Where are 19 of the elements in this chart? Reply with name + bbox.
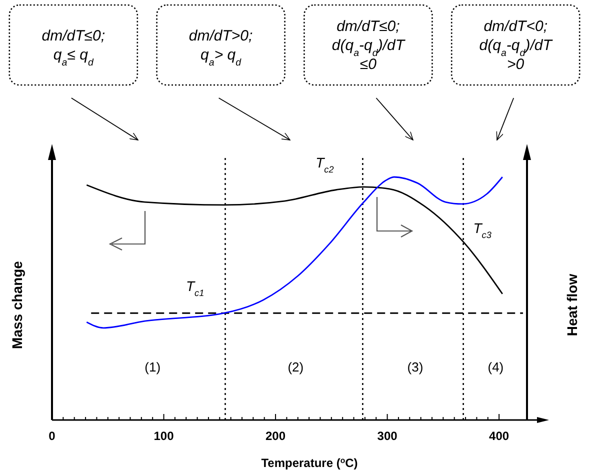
annotation: (4) — [488, 359, 504, 374]
annotation: T$_{c3}$ — [473, 220, 492, 240]
annotation: T$_{c1}$ — [186, 278, 204, 298]
x-axis-title: Temperature ($^{o}$C) — [261, 456, 358, 470]
text: dm/dT≤0; q$_{a}$≤ q$_{d}$ — [42, 28, 106, 68]
annotation: (2) — [288, 359, 304, 374]
x-tick-label: 0 — [48, 429, 56, 443]
x-tick-label: 400 — [489, 429, 510, 443]
annotation: (3) — [407, 359, 424, 374]
text: dm/dT≤0; d(q$_{a}$-q$_{d}$)/dT ≤0 — [332, 18, 406, 73]
x-tick-label: 200 — [266, 429, 286, 443]
text: dm/dT>0; q$_{a}$> q$_{d}$ — [188, 28, 253, 68]
annotation: (1) — [144, 359, 161, 374]
x-tick-label: 100 — [154, 429, 174, 443]
text: T$_{c2}$ — [316, 154, 334, 174]
text: dm/dT<0; d(q$_{a}$-q$_{d}$)/dT >0 — [479, 18, 554, 73]
y-axis-title: Mass change — [9, 260, 25, 349]
y2-axis-title: Heat flow — [564, 274, 580, 336]
x-tick-label: 300 — [377, 429, 398, 443]
